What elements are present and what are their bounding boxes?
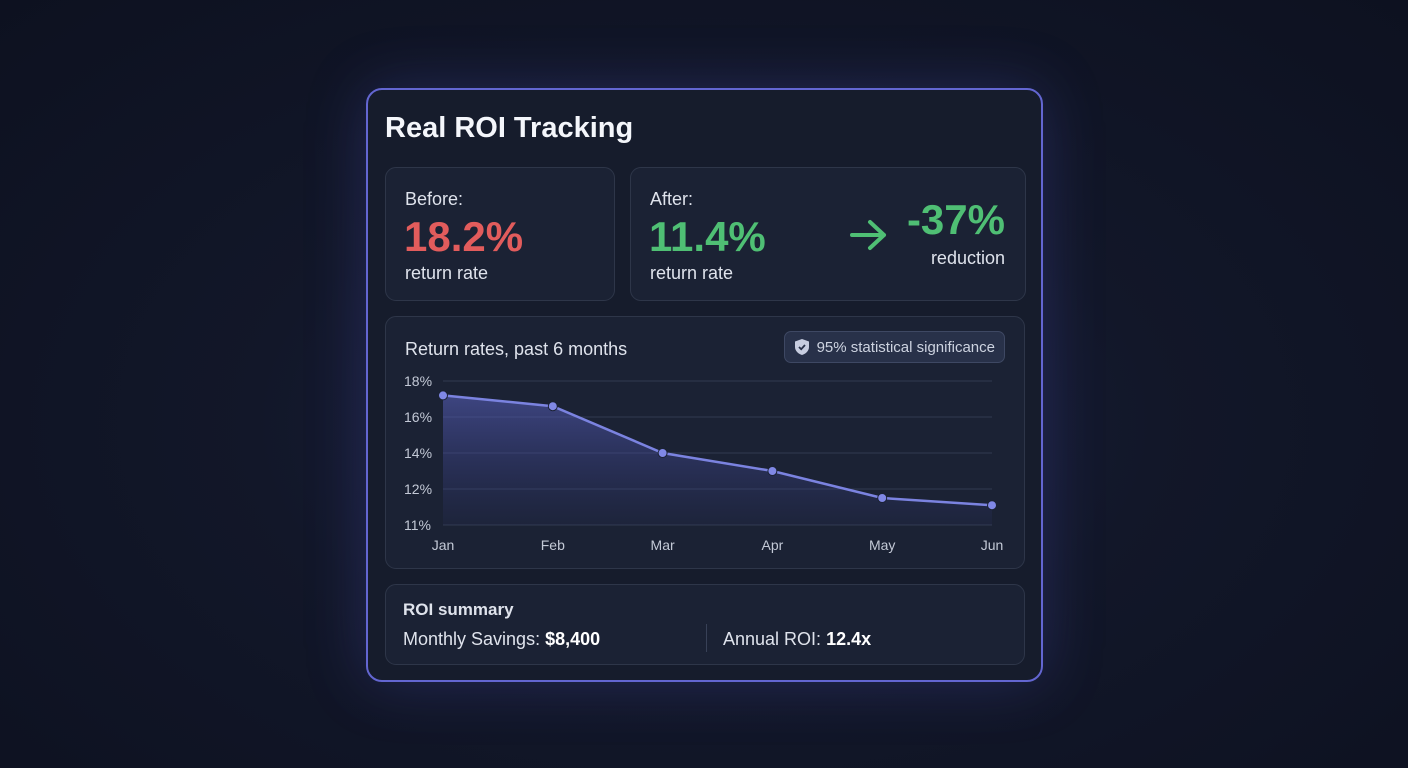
after-sub: return rate — [650, 263, 734, 283]
before-label: Before: — [405, 189, 464, 209]
card-title: Real ROI Tracking — [385, 112, 634, 144]
series-line — [442, 394, 993, 507]
summary-title: ROI summary — [403, 600, 514, 619]
data-point-mar — [657, 448, 668, 458]
annual-value: 12.4x — [826, 629, 872, 649]
after-value: 11.4% — [649, 213, 766, 260]
shield-check-icon — [794, 339, 809, 355]
data-point-may — [877, 493, 888, 503]
monthly-label: Monthly Savings: — [403, 629, 541, 649]
annual-roi: Annual ROI: 12.4x — [723, 629, 871, 650]
badge-text: 95% statistical significance — [816, 338, 995, 356]
line-chart: 18% 16% 14% 12% 11%Jan Feb Mar Apr May Jun — [404, 373, 1004, 553]
data-point-jun — [987, 500, 997, 511]
x-tick-label: Apr — [762, 537, 784, 553]
chart-panel: Return rates, past 6 months 95% statisti… — [385, 316, 1025, 569]
after-panel: After: 11.4% return rate -37% reduction — [630, 167, 1026, 301]
arrow-right-icon — [850, 220, 886, 250]
change-value: -37% — [906, 196, 1005, 243]
area-fill — [443, 395, 992, 525]
y-tick-label: 12% — [404, 481, 432, 497]
x-tick-label: Jan — [432, 537, 455, 553]
y-tick-label: 18% — [404, 373, 432, 389]
divider — [706, 624, 707, 652]
monthly-savings: Monthly Savings: $8,400 — [403, 629, 600, 650]
y-tick-label: 11% — [404, 517, 431, 533]
monthly-value: $8,400 — [545, 629, 601, 649]
roi-summary-panel: ROI summary Monthly Savings: $8,400 Annu… — [385, 584, 1025, 665]
x-tick-label: Feb — [541, 537, 565, 553]
data-point-apr — [767, 466, 778, 476]
data-point-jan — [438, 390, 448, 401]
significance-badge: 95% statistical significance — [783, 331, 1005, 363]
y-tick-label: 16% — [404, 409, 432, 425]
after-label: After: — [650, 189, 694, 209]
x-tick-label: Mar — [651, 537, 675, 553]
before-panel: Before: 18.2% return rate — [385, 167, 615, 301]
change-sub: reduction — [930, 248, 1005, 268]
x-tick-label: Jun — [981, 537, 1004, 553]
chart-title: Return rates, past 6 months — [405, 339, 628, 359]
before-value: 18.2% — [404, 213, 524, 260]
before-sub: return rate — [405, 263, 489, 283]
y-tick-label: 14% — [404, 445, 432, 461]
data-point-feb — [547, 401, 558, 412]
annual-label: Annual ROI: — [723, 629, 822, 649]
x-tick-label: May — [869, 537, 895, 553]
roi-card: Real ROI Tracking Before: 18.2% return r… — [366, 88, 1043, 682]
